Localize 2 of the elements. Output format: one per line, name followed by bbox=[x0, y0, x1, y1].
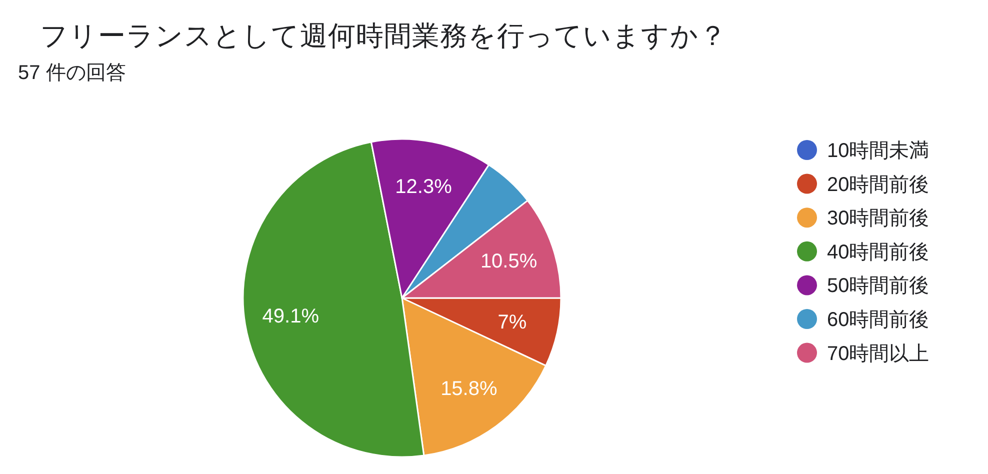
subtitle: 57 件の回答 bbox=[18, 62, 126, 84]
title: フリーランスとして週何時間業務を行っていますか？ bbox=[40, 20, 727, 51]
